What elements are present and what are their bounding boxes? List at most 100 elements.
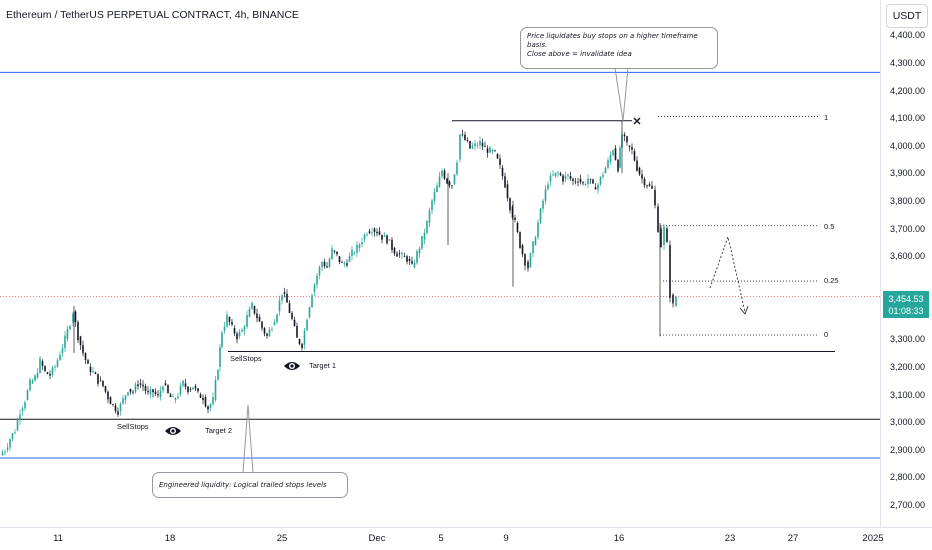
- candle-body: [413, 262, 416, 268]
- candle-body: [167, 385, 169, 394]
- candle-body: [219, 347, 221, 367]
- candle-body: [328, 258, 331, 268]
- candle-body: [281, 294, 283, 301]
- candle-body: [542, 200, 544, 209]
- candle-body: [423, 232, 426, 240]
- candle-body: [376, 231, 378, 234]
- y-tick-label: 2,900.00: [890, 445, 926, 455]
- candle-body: [356, 244, 358, 253]
- candle-body: [283, 292, 286, 294]
- candle-body: [253, 305, 256, 314]
- candle-body: [102, 380, 104, 387]
- chart-canvas[interactable]: [0, 0, 880, 527]
- candle-body: [471, 145, 474, 149]
- candle-body: [537, 222, 539, 238]
- x-tick-label: 2025: [862, 533, 884, 544]
- candle-body: [114, 405, 117, 412]
- candle-body: [438, 176, 441, 188]
- y-tick-label: 3,200.00: [890, 362, 926, 372]
- candle-body: [569, 176, 572, 179]
- candle-body: [333, 250, 336, 252]
- candle-body: [623, 134, 626, 137]
- candle-body: [669, 245, 671, 298]
- candle-body: [453, 174, 456, 185]
- candle-body: [636, 160, 638, 171]
- eye-icon: [284, 362, 300, 370]
- candle-body: [192, 387, 194, 390]
- y-tick-label: 4,200.00: [890, 86, 926, 96]
- candle-body: [129, 388, 132, 392]
- candle-body: [675, 296, 677, 306]
- candle-body: [657, 206, 659, 233]
- y-tick-label: 4,100.00: [890, 113, 926, 123]
- x-tick-label: 27: [787, 533, 799, 544]
- candle-body: [77, 322, 79, 341]
- currency-unit-button[interactable]: USDT: [886, 4, 928, 28]
- candle-body: [263, 328, 266, 334]
- candle-body: [301, 343, 303, 349]
- candle-body: [421, 236, 423, 249]
- candle-body: [54, 366, 56, 368]
- candle-body: [648, 184, 651, 186]
- candle-body: [557, 172, 559, 174]
- y-tick-label: 2,800.00: [890, 472, 926, 482]
- sellstops-label-2: SellStops: [117, 422, 149, 431]
- candle-body: [587, 178, 589, 185]
- candle-body: [383, 235, 386, 237]
- candle-body: [157, 393, 159, 396]
- candle-body: [579, 178, 582, 183]
- current-price-value: 3,454.53: [888, 294, 924, 304]
- candle-body: [549, 175, 552, 182]
- candle-body: [609, 154, 612, 163]
- candle-body: [448, 181, 451, 186]
- candle-body: [164, 383, 167, 386]
- bar-countdown: 01:08:33: [888, 306, 924, 316]
- candle-body: [132, 391, 134, 393]
- candle-body: [408, 258, 411, 262]
- candle-body: [87, 360, 89, 364]
- candle-body: [326, 266, 328, 268]
- candle-body: [368, 231, 371, 234]
- candle-body: [529, 253, 532, 268]
- candle-body: [469, 141, 471, 149]
- fib-level-0-25: 0.25: [824, 276, 839, 285]
- candle-body: [426, 220, 428, 233]
- candle-body: [479, 140, 481, 146]
- callout-engineered-liquidity: Engineered liquidity: Logical trailed st…: [152, 472, 348, 498]
- chart-plot-area[interactable]: [0, 0, 880, 527]
- candle-body: [418, 248, 421, 254]
- candle-body: [286, 293, 288, 303]
- candle-body: [184, 383, 187, 387]
- candle-body: [592, 179, 594, 184]
- candle-body: [278, 300, 281, 312]
- candle-body: [1, 452, 4, 456]
- candle-body: [361, 242, 363, 245]
- candle-body: [139, 383, 142, 385]
- candle-body: [179, 385, 182, 395]
- candle-body: [303, 330, 306, 345]
- candle-body: [567, 174, 569, 176]
- callout-top-pointer: [614, 67, 629, 121]
- candle-body: [293, 319, 296, 326]
- candle-body: [617, 159, 619, 172]
- candle-body: [236, 333, 238, 340]
- candle-body: [177, 396, 179, 399]
- candle-body: [461, 134, 464, 136]
- candle-body: [209, 404, 212, 409]
- candle-body: [341, 261, 343, 263]
- candle-body: [288, 303, 291, 313]
- candle-body: [273, 322, 276, 326]
- candle-body: [127, 392, 129, 396]
- candle-body: [231, 321, 233, 325]
- candle-body: [552, 174, 554, 176]
- candle-body: [406, 256, 408, 262]
- candle-body: [124, 395, 127, 400]
- candle-body: [378, 231, 381, 235]
- x-tick-label: 18: [164, 533, 176, 544]
- candle-body: [316, 275, 318, 285]
- candle-body: [451, 185, 453, 187]
- candle-body: [202, 397, 204, 401]
- candle-body: [298, 339, 301, 344]
- candle-body: [4, 451, 6, 453]
- candle-body: [612, 150, 614, 155]
